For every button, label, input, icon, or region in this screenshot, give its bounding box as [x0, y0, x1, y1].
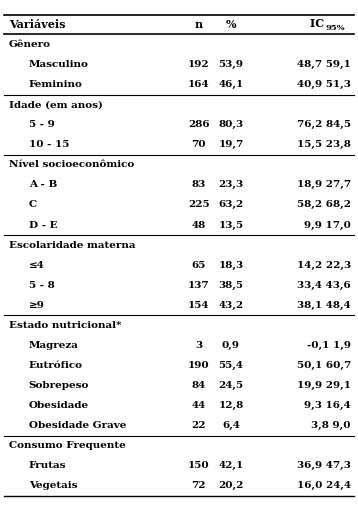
Text: 22: 22: [192, 421, 206, 430]
Text: 46,1: 46,1: [218, 80, 243, 89]
Text: 48: 48: [192, 221, 206, 229]
Text: Eutrófico: Eutrófico: [29, 361, 83, 370]
Text: 18,3: 18,3: [218, 261, 243, 270]
Text: 19,7: 19,7: [218, 140, 243, 150]
Text: 48,7 59,1: 48,7 59,1: [297, 60, 351, 69]
Text: Consumo Frequente: Consumo Frequente: [9, 441, 126, 450]
Text: 286: 286: [188, 120, 209, 129]
Text: 190: 190: [188, 361, 209, 370]
Text: %: %: [226, 19, 236, 30]
Text: 10 - 15: 10 - 15: [29, 140, 69, 150]
Text: 150: 150: [188, 461, 209, 470]
Text: Escolaridade materna: Escolaridade materna: [9, 241, 135, 249]
Text: n: n: [195, 19, 203, 30]
Text: 23,3: 23,3: [218, 180, 243, 189]
Text: 53,9: 53,9: [218, 60, 243, 69]
Text: A - B: A - B: [29, 180, 57, 189]
Text: 225: 225: [188, 200, 209, 209]
Text: 83: 83: [192, 180, 206, 189]
Text: Estado nutricional*: Estado nutricional*: [9, 321, 121, 330]
Text: ≤4: ≤4: [29, 261, 44, 270]
Text: Feminino: Feminino: [29, 80, 82, 89]
Text: 55,4: 55,4: [218, 361, 243, 370]
Text: 80,3: 80,3: [218, 120, 243, 129]
Text: Obesidade: Obesidade: [29, 401, 89, 410]
Text: 13,5: 13,5: [218, 221, 243, 229]
Text: Magreza: Magreza: [29, 341, 78, 350]
Text: 5 - 9: 5 - 9: [29, 120, 54, 129]
Text: 9,3 16,4: 9,3 16,4: [304, 401, 351, 410]
Text: 24,5: 24,5: [218, 381, 243, 390]
Text: Sobrepeso: Sobrepeso: [29, 381, 89, 390]
Text: Idade (em anos): Idade (em anos): [9, 100, 103, 109]
Text: 65: 65: [192, 261, 206, 270]
Text: 6,4: 6,4: [222, 421, 240, 430]
Text: ≥9: ≥9: [29, 301, 44, 310]
Text: Nível socioeconômico: Nível socioeconômico: [9, 160, 134, 169]
Text: 84: 84: [192, 381, 206, 390]
Text: 154: 154: [188, 301, 209, 310]
Text: 18,9 27,7: 18,9 27,7: [297, 180, 351, 189]
Text: 20,2: 20,2: [218, 481, 243, 490]
Text: C: C: [29, 200, 37, 209]
Text: 70: 70: [192, 140, 206, 150]
Text: 76,2 84,5: 76,2 84,5: [297, 120, 351, 129]
Text: 12,8: 12,8: [218, 401, 243, 410]
Text: Masculino: Masculino: [29, 60, 88, 69]
Text: 9,9 17,0: 9,9 17,0: [304, 221, 351, 229]
Text: 15,5 23,8: 15,5 23,8: [297, 140, 351, 150]
Text: 19,9 29,1: 19,9 29,1: [297, 381, 351, 390]
Text: 38,5: 38,5: [218, 281, 243, 290]
Text: Frutas: Frutas: [29, 461, 66, 470]
Text: 63,2: 63,2: [218, 200, 243, 209]
Text: 164: 164: [188, 80, 209, 89]
Text: 36,9 47,3: 36,9 47,3: [297, 461, 351, 470]
Text: 14,2 22,3: 14,2 22,3: [297, 261, 351, 270]
Text: D - E: D - E: [29, 221, 57, 229]
Text: 16,0 24,4: 16,0 24,4: [297, 481, 351, 490]
Text: Obesidade Grave: Obesidade Grave: [29, 421, 126, 430]
Text: Gênero: Gênero: [9, 40, 51, 49]
Text: 38,1 48,4: 38,1 48,4: [297, 301, 351, 310]
Text: Variáveis: Variáveis: [9, 19, 66, 30]
Text: 42,1: 42,1: [218, 461, 243, 470]
Text: 50,1 60,7: 50,1 60,7: [296, 361, 351, 370]
Text: 192: 192: [188, 60, 209, 69]
Text: 3: 3: [195, 341, 202, 350]
Text: 43,2: 43,2: [218, 301, 243, 310]
Text: 58,2 68,2: 58,2 68,2: [297, 200, 351, 209]
Text: -0,1 1,9: -0,1 1,9: [307, 341, 351, 350]
Text: IC: IC: [310, 18, 328, 29]
Text: 0,9: 0,9: [222, 341, 240, 350]
Text: 33,4 43,6: 33,4 43,6: [297, 281, 351, 290]
Text: 95%: 95%: [325, 25, 345, 32]
Text: 72: 72: [192, 481, 206, 490]
Text: Vegetais: Vegetais: [29, 481, 77, 490]
Text: 137: 137: [188, 281, 209, 290]
Text: 40,9 51,3: 40,9 51,3: [297, 80, 351, 89]
Text: 44: 44: [192, 401, 206, 410]
Text: 5 - 8: 5 - 8: [29, 281, 54, 290]
Text: 3,8 9,0: 3,8 9,0: [311, 421, 351, 430]
